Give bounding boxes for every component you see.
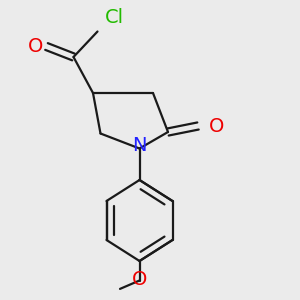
Text: O: O [132, 270, 147, 290]
Text: O: O [28, 37, 43, 56]
Text: Cl: Cl [104, 8, 124, 27]
Text: N: N [132, 136, 147, 155]
Text: O: O [208, 116, 224, 136]
